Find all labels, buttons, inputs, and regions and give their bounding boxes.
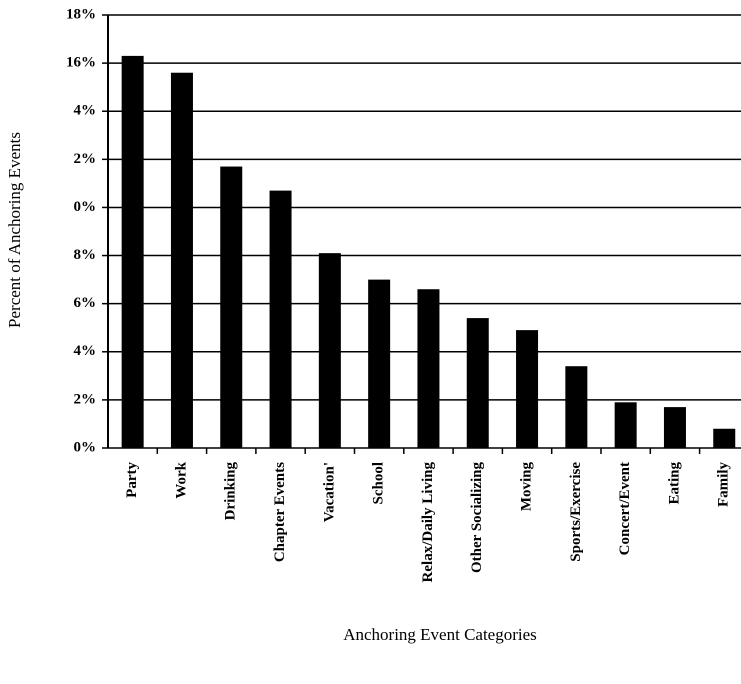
bar [121, 55, 144, 449]
bar [614, 402, 637, 448]
y-tick-label: 16% [66, 55, 96, 71]
x-tick-label: Sports/Exercise [568, 462, 584, 562]
y-axis-label: Percent of Anchoring Events [5, 132, 24, 328]
y-tick-label: 2% [74, 151, 97, 167]
bar [368, 279, 391, 448]
x-axis-label: Anchoring Event Categories [343, 625, 537, 644]
x-tick-label: Other Socializing [469, 462, 485, 573]
y-tick-label: 8% [74, 247, 97, 263]
y-tick-label: 0% [74, 199, 97, 215]
x-tick-label: Chapter Events [272, 462, 288, 562]
x-tick-label: Moving [518, 462, 534, 512]
bar [170, 72, 193, 448]
bar [466, 318, 489, 448]
y-tick-label: 2% [74, 391, 97, 407]
bar [663, 407, 686, 448]
bar [269, 190, 292, 448]
x-tick-label: Vacation' [321, 462, 337, 522]
x-tick-label: Party [124, 462, 140, 498]
x-tick-label: School [371, 462, 387, 505]
y-tick-label: 6% [74, 295, 97, 311]
x-tick-label: Eating [666, 462, 682, 505]
bar [220, 166, 243, 449]
bar [417, 289, 440, 448]
bar [318, 253, 341, 448]
x-tick-label: Relax/Daily Living [420, 462, 436, 583]
bar [565, 366, 588, 448]
x-tick-label: Family [716, 462, 732, 507]
x-tick-label: Drinking [223, 462, 239, 521]
y-tick-label: 18% [66, 6, 96, 22]
y-tick-label: 0% [74, 439, 97, 455]
bar [516, 330, 539, 448]
bar [713, 428, 736, 448]
y-tick-label: 4% [74, 343, 97, 359]
x-tick-label: Concert/Event [617, 462, 633, 555]
x-tick-label: Work [173, 461, 189, 498]
y-tick-label: 4% [74, 103, 97, 119]
